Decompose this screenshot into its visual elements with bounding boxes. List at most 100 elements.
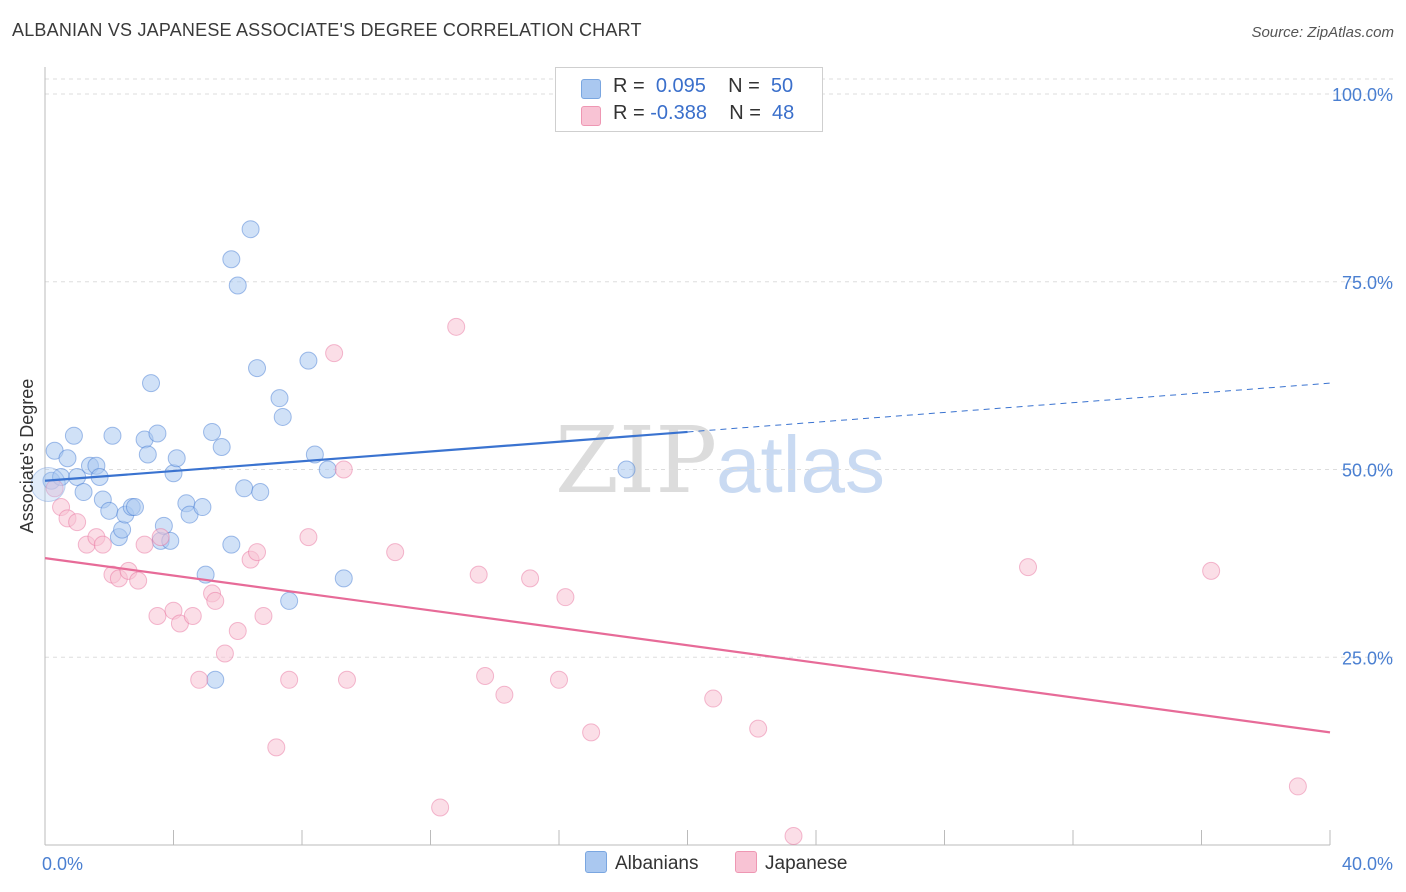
legend-swatch: [735, 851, 757, 873]
data-point: [93, 535, 112, 554]
series-albanians: [42, 220, 636, 689]
x-tick-label: 0.0%: [42, 854, 83, 874]
data-point: [241, 220, 260, 239]
data-point: [447, 317, 466, 336]
data-point: [521, 569, 540, 588]
data-point: [203, 422, 222, 441]
tick-labels: 25.0% 50.0% 75.0% 100.0% 0.0% 40.0%: [42, 85, 1393, 874]
source-label: Source: ZipAtlas.com: [1251, 24, 1394, 41]
data-point: [228, 621, 247, 640]
y-tick-label: 50.0%: [1342, 461, 1393, 481]
data-point: [135, 535, 154, 554]
data-point: [251, 483, 270, 502]
data-point: [386, 543, 405, 562]
trend-line-japanese: [44, 557, 1331, 734]
data-points: [30, 220, 1307, 845]
watermark-zip: ZIP: [555, 407, 717, 514]
data-point: [556, 588, 575, 607]
data-point: [64, 426, 83, 445]
data-point: [337, 670, 356, 689]
legend-swatch: [585, 851, 607, 873]
trend-lines: [44, 382, 1331, 734]
data-point: [170, 614, 189, 633]
data-point: [235, 479, 254, 498]
data-point: [222, 535, 241, 554]
data-point: [270, 389, 289, 408]
data-point: [74, 483, 93, 502]
data-point: [254, 606, 273, 625]
data-point: [100, 501, 119, 520]
data-point: [148, 424, 167, 443]
data-point: [68, 513, 87, 532]
watermark-atlas: atlas: [716, 420, 885, 509]
data-point: [212, 437, 231, 456]
data-point: [1288, 777, 1307, 796]
data-point: [248, 359, 267, 378]
data-point: [148, 606, 167, 625]
axes: [44, 67, 1331, 846]
data-point: [582, 723, 601, 742]
data-point: [125, 498, 144, 517]
data-point: [273, 407, 292, 426]
data-point: [206, 591, 225, 610]
data-point: [183, 606, 202, 625]
data-point: [164, 464, 183, 483]
data-point: [113, 520, 132, 539]
data-point: [206, 670, 225, 689]
x-tick-label: 40.0%: [1342, 854, 1393, 874]
data-point: [299, 351, 318, 370]
y-tick-label: 75.0%: [1342, 273, 1393, 293]
legend-stats-japanese: R = -0.388 N = 48: [613, 102, 795, 124]
data-point: [280, 670, 299, 689]
data-point: [550, 670, 568, 689]
correlation-legend: R = 0.095 N = 50 R = -0.388 N = 48: [555, 67, 823, 132]
data-point: [476, 667, 495, 686]
data-point: [142, 374, 161, 393]
data-point: [325, 344, 344, 363]
grid-lines: [45, 78, 1395, 658]
data-point: [617, 460, 636, 479]
data-point: [469, 565, 488, 584]
data-point: [167, 449, 186, 468]
data-point: [190, 670, 209, 689]
legend-item-albanians: Albanians: [585, 851, 698, 875]
legend-swatch-albanians: [581, 79, 601, 99]
data-point: [228, 276, 247, 295]
data-point: [749, 719, 768, 738]
data-point: [431, 798, 450, 817]
chart-title: ALBANIAN VS JAPANESE ASSOCIATE'S DEGREE …: [12, 20, 642, 40]
legend-stats-albanians: R = 0.095 N = 50: [613, 75, 794, 97]
data-point: [280, 591, 299, 610]
legend-label: Albanians: [615, 853, 699, 874]
data-point: [1019, 558, 1038, 577]
y-tick-label: 100.0%: [1332, 85, 1393, 105]
trend-line-extension: [687, 382, 1331, 433]
data-point: [45, 441, 64, 460]
watermark: ZIP atlas: [555, 407, 885, 514]
data-point: [103, 426, 122, 445]
series-japanese: [45, 317, 1307, 845]
legend-label: Japanese: [765, 853, 848, 874]
data-point: [30, 467, 66, 503]
y-axis-label: Associate's Degree: [17, 379, 37, 534]
data-point: [248, 543, 267, 562]
trend-line-albanians: [44, 430, 688, 482]
data-point: [267, 738, 286, 757]
data-point: [495, 685, 514, 704]
data-point: [318, 460, 337, 479]
data-point: [215, 644, 234, 663]
data-point: [334, 460, 353, 479]
data-point: [58, 449, 77, 468]
legend-item-japanese: Japanese: [735, 851, 847, 875]
y-tick-label: 25.0%: [1342, 648, 1393, 668]
data-point: [305, 445, 324, 464]
series-legend: Albanians Japanese: [0, 851, 1406, 879]
data-point: [784, 826, 803, 845]
data-point: [222, 250, 241, 269]
data-point: [1202, 561, 1221, 580]
data-point: [180, 505, 199, 524]
data-point: [334, 569, 353, 588]
data-point: [138, 445, 157, 464]
data-point: [193, 498, 212, 517]
